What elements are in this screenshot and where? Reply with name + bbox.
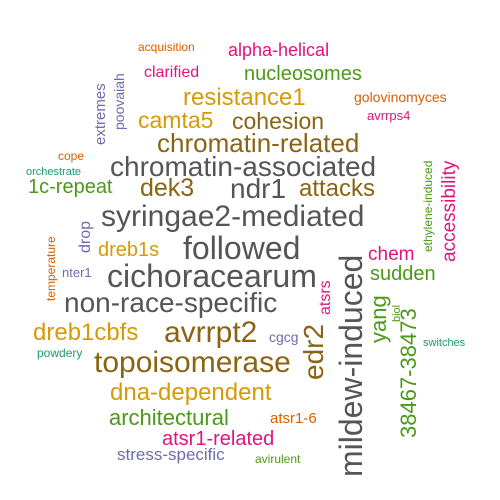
word-topoisomerase: topoisomerase bbox=[94, 346, 291, 379]
word-atsr1-related: atsr1-related bbox=[162, 428, 275, 450]
word-temperature: temperature bbox=[44, 236, 58, 301]
word-cgcg: cgcg bbox=[269, 329, 299, 345]
word-avirulent: avirulent bbox=[255, 452, 301, 466]
word-stress-specific: stress-specific bbox=[117, 445, 225, 464]
word-dreb1s: dreb1s bbox=[98, 239, 160, 261]
word-atsr1-6: atsr1-6 bbox=[270, 410, 317, 427]
word-syringae2-mediated: syringae2-mediated bbox=[101, 200, 365, 233]
word-orchestrate: orchestrate bbox=[26, 166, 82, 178]
word-dna-dependent: dna-dependent bbox=[110, 379, 272, 406]
word-alpha-helical: alpha-helical bbox=[228, 40, 330, 60]
word-nter1: nter1 bbox=[62, 265, 92, 280]
word-atsrs: atsrs bbox=[317, 280, 334, 315]
word-accessibility: accessibility bbox=[439, 160, 460, 262]
word-drop: drop bbox=[77, 220, 94, 253]
word-cohesion: cohesion bbox=[232, 108, 325, 134]
word-chromatin-related: chromatin-related bbox=[157, 128, 360, 158]
word-1c-repeat: 1c-repeat bbox=[28, 176, 113, 198]
word-nucleosomes: nucleosomes bbox=[244, 63, 362, 85]
word-cichoracearum: cichoracearum bbox=[107, 258, 317, 294]
word-ethylene-induced: ethylene-induced bbox=[421, 160, 435, 252]
word-golovinomyces: golovinomyces bbox=[354, 89, 447, 105]
word-poovaiah: poovaiah bbox=[111, 73, 127, 130]
word-switches: switches bbox=[423, 337, 466, 349]
word-dreb1cbfs: dreb1cbfs bbox=[33, 319, 139, 346]
word-yang: yang bbox=[366, 295, 391, 343]
word-38467-38473: 38467-38473 bbox=[396, 308, 421, 438]
word-powdery: powdery bbox=[37, 346, 83, 360]
word-followed: followed bbox=[183, 230, 301, 266]
word-cope: cope bbox=[58, 149, 85, 163]
word-dek3: dek3 bbox=[140, 174, 195, 202]
word-resistance1: resistance1 bbox=[183, 84, 306, 111]
word-avrrps4: avrrps4 bbox=[367, 108, 411, 123]
word-avrrpt2: avrrpt2 bbox=[164, 316, 258, 349]
word-ndr1: ndr1 bbox=[230, 173, 287, 204]
word-clarified: clarified bbox=[144, 64, 200, 81]
word-mildew-induced: mildew-induced bbox=[333, 254, 369, 477]
word-edr2: edr2 bbox=[298, 323, 329, 380]
word-acquisition: acquisition bbox=[138, 40, 195, 54]
word-chem: chem bbox=[368, 244, 415, 265]
word-extremes: extremes bbox=[92, 83, 109, 145]
word-camta5: camta5 bbox=[138, 107, 214, 133]
word-sudden: sudden bbox=[370, 263, 436, 285]
word-non-race-specific: non-race-specific bbox=[64, 287, 278, 318]
word-attacks: attacks bbox=[299, 175, 376, 202]
word-architectural: architectural bbox=[109, 405, 229, 430]
word-chromatin-associated: chromatin-associated bbox=[110, 151, 377, 182]
